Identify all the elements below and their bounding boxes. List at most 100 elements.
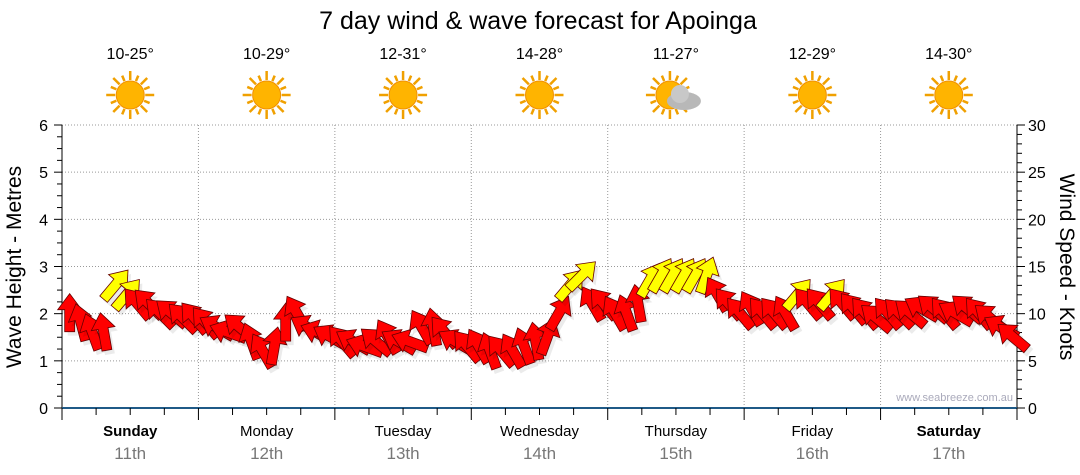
day-date: 13th — [387, 444, 420, 463]
sun-ray — [928, 99, 936, 105]
sun-ray — [652, 77, 661, 86]
sun-ray — [939, 108, 945, 115]
sun-ray — [521, 77, 530, 86]
left-tick-label: 6 — [39, 118, 48, 135]
sun-ray — [134, 108, 140, 115]
sun-disc — [115, 80, 145, 110]
day-date: 14th — [523, 444, 556, 463]
sun-disc — [252, 80, 282, 110]
sun-ray — [660, 108, 666, 115]
sun-ray — [792, 85, 799, 91]
wind-arrow — [997, 323, 1031, 354]
sun-ray — [407, 108, 413, 115]
sun-ray — [139, 104, 149, 113]
day-name: Monday — [240, 423, 294, 440]
sun-disc — [388, 80, 418, 110]
sun-ray — [110, 99, 117, 105]
sun-ray — [794, 77, 803, 86]
sun-ray — [280, 85, 287, 91]
day-temperature: 11-27° — [653, 46, 699, 63]
sun-ray — [412, 104, 421, 113]
wind-arrow — [67, 303, 93, 343]
sun-ray — [803, 108, 808, 115]
sun-ray — [276, 77, 285, 86]
sunny-icon — [788, 71, 837, 119]
sun-ray — [674, 75, 680, 82]
sun-ray — [416, 85, 423, 91]
sun-ray — [246, 99, 254, 105]
partly-cloudy-icon — [645, 71, 701, 119]
cloud — [670, 85, 689, 103]
watermark: www.seabreeze.com.au — [895, 392, 1013, 404]
day-name: Sunday — [103, 423, 158, 440]
wind-arrow — [544, 295, 572, 333]
sun-ray — [544, 108, 549, 115]
day-name: Saturday — [917, 423, 982, 440]
wind-arrow — [694, 256, 720, 296]
sunny-icon — [924, 71, 973, 119]
sun-ray — [143, 99, 151, 105]
right-tick-label: 15 — [1028, 260, 1046, 277]
day-temperature: 10-29° — [243, 46, 290, 63]
left-tick-label: 2 — [39, 307, 48, 324]
sun-ray — [143, 85, 151, 91]
sun-ray — [521, 104, 530, 113]
day-temperature: 14-28° — [516, 46, 563, 63]
sun-ray — [930, 104, 940, 113]
sun-ray — [134, 75, 140, 82]
day-date: 17th — [932, 444, 965, 463]
right-tick-label: 20 — [1028, 212, 1046, 229]
sun-ray — [393, 75, 399, 82]
sun-ray — [139, 77, 149, 86]
sun-ray — [257, 75, 263, 82]
sun-ray — [276, 104, 285, 113]
sun-disc — [525, 80, 554, 110]
sun-ray — [519, 99, 527, 105]
sunny-icon — [379, 71, 428, 119]
day-date: 11th — [114, 444, 146, 463]
sun-ray — [958, 104, 967, 113]
sun-ray — [280, 99, 287, 105]
day-name: Tuesday — [375, 423, 432, 440]
day-temperature: 14-30° — [925, 46, 972, 63]
day-temperature: 12-31° — [379, 46, 426, 63]
sun-ray — [674, 108, 680, 115]
sun-ray — [958, 77, 967, 86]
sun-ray — [962, 85, 969, 91]
sun-ray — [825, 99, 833, 105]
sun-ray — [953, 108, 958, 115]
sun-ray — [650, 99, 657, 105]
wind-arrow — [238, 322, 263, 362]
sun-ray — [816, 75, 822, 82]
sun-ray — [930, 77, 940, 86]
right-tick-label: 5 — [1028, 354, 1037, 371]
sun-ray — [792, 99, 799, 105]
sun-ray — [530, 75, 535, 82]
sun-ray — [650, 85, 657, 91]
sun-disc — [934, 80, 964, 110]
sun-ray — [962, 99, 969, 105]
sun-ray — [544, 75, 549, 82]
sun-ray — [246, 85, 254, 91]
right-axis-label: Wind Speed - Knots — [1055, 174, 1078, 361]
sun-ray — [385, 77, 394, 86]
right-tick-label: 25 — [1028, 165, 1046, 182]
sun-ray — [822, 104, 831, 113]
sunny-icon — [242, 71, 291, 119]
sun-ray — [407, 75, 413, 82]
sun-ray — [549, 104, 558, 113]
sun-ray — [112, 77, 121, 86]
day-date: 16th — [796, 444, 829, 463]
left-tick-label: 4 — [39, 212, 48, 229]
sun-ray — [549, 77, 558, 86]
left-axis-label: Wave Height - Metres — [3, 166, 26, 368]
sun-ray — [660, 75, 666, 82]
right-tick-label: 10 — [1028, 307, 1046, 324]
sun-ray — [552, 99, 560, 105]
left-tick-label: 1 — [39, 354, 48, 371]
sun-ray — [383, 85, 390, 91]
wind-arrow — [90, 312, 116, 352]
sun-ray — [121, 75, 126, 82]
sun-ray — [652, 104, 661, 113]
